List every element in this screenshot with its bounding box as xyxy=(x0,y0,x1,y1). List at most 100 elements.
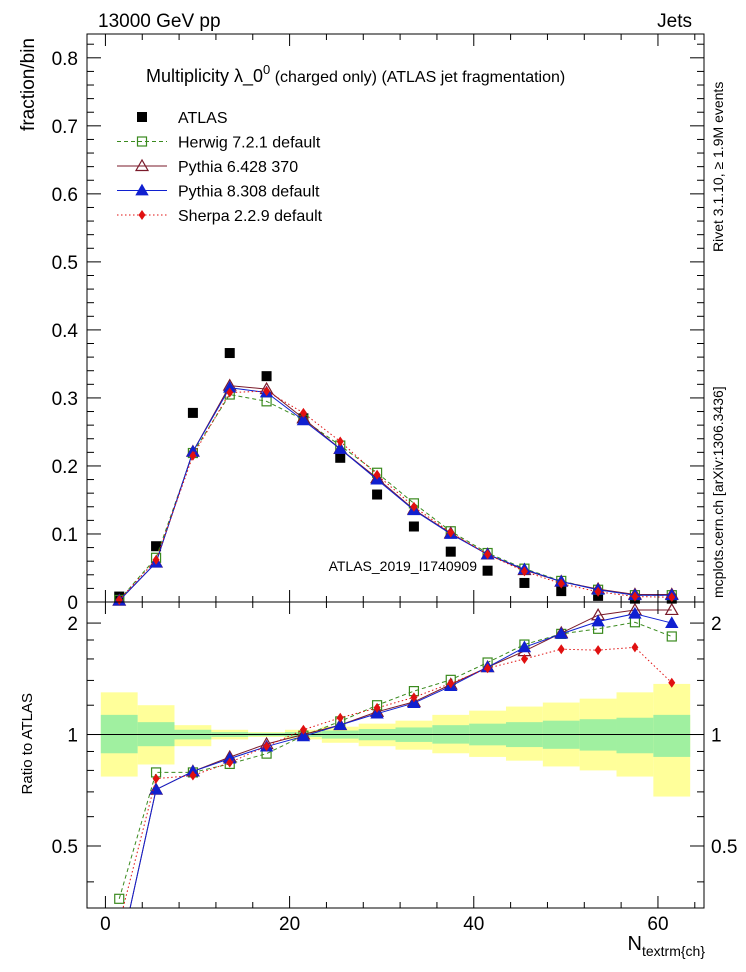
ratio-y-tick-label: 2 xyxy=(67,614,78,635)
ratio-point-pythia-8-308-default xyxy=(113,951,125,962)
main-y-tick-label: 0.8 xyxy=(52,49,78,70)
main-point-atlas xyxy=(372,489,383,500)
main-point-atlas xyxy=(335,452,346,463)
header-right: Jets xyxy=(657,11,692,32)
x-tick-label: 60 xyxy=(647,914,668,935)
ratio-line-sherpa-2-2-9-default xyxy=(122,646,673,908)
legend-label-pythia-6-428-370: Pythia 6.428 370 xyxy=(178,159,298,176)
axes-ticks: 00.10.20.30.40.50.60.70.80 20 40 600.5 0.51 1… xyxy=(52,34,737,935)
main-point-atlas xyxy=(261,371,272,382)
main-point-pythia-8-308-default xyxy=(333,442,347,454)
ratio-series-group xyxy=(113,602,679,962)
ratio-point-pythia-8-308-default xyxy=(333,718,347,730)
main-point-atlas xyxy=(482,565,493,576)
main-point-atlas xyxy=(151,541,162,552)
ratio-frame xyxy=(86,601,705,909)
x-tick-label: 40 xyxy=(463,914,484,935)
main-y-tick-label: 0.2 xyxy=(52,457,78,478)
ratio-y-tick-label-right: 2 xyxy=(711,614,722,635)
legend-marker-atlas xyxy=(137,112,147,122)
header-left: 13000 GeV pp xyxy=(98,11,221,32)
ratio-point-pythia-8-308-default xyxy=(665,616,679,628)
main-line-sherpa-2-2-9-default xyxy=(118,390,672,601)
x-tick-label: 20 xyxy=(279,914,300,935)
main-y-tick-label: 0.5 xyxy=(52,253,78,274)
legend-label-atlas: ATLAS xyxy=(178,110,228,127)
legend-label-pythia-8-308-default: Pythia 8.308 default xyxy=(178,184,320,201)
legend-marker-sherpa-2-2-9-default xyxy=(138,210,146,220)
main-y-tick-label: 0.7 xyxy=(52,117,78,138)
ratio-point-sherpa-2-2-9-default xyxy=(668,677,676,688)
watermark: ATLAS_2019_I1740909 xyxy=(329,558,478,574)
ratio-point-sherpa-2-2-9-default xyxy=(226,757,234,768)
ratio-point-sherpa-2-2-9-default xyxy=(594,645,602,656)
ratio-point-herwig-7-2-1-default xyxy=(666,631,677,642)
ratio-y-tick-label: 0.5 xyxy=(52,837,78,858)
ratio-point-sherpa-2-2-9-default xyxy=(299,724,307,735)
ratio-y-tick-label-right: 0.5 xyxy=(711,837,737,858)
ratio-point-pythia-6-428-370 xyxy=(664,602,679,616)
main-point-sherpa-2-2-9-default xyxy=(631,591,639,602)
green-band xyxy=(616,717,654,754)
legend-marker-herwig-7-2-1-default xyxy=(136,136,148,147)
x-axis-label-main: N xyxy=(628,933,642,955)
main-point-sherpa-2-2-9-default xyxy=(410,501,418,512)
green-band xyxy=(653,714,691,757)
main-point-atlas xyxy=(224,348,235,359)
ratio-point-pythia-8-308-default xyxy=(591,614,605,627)
ratio-point-sherpa-2-2-9-default xyxy=(263,741,271,752)
ratio-point-sherpa-2-2-9-default xyxy=(631,642,639,653)
main-y-tick-label: 0.4 xyxy=(52,321,79,342)
main-point-sherpa-2-2-9-default xyxy=(520,566,528,577)
main-point-sherpa-2-2-9-default xyxy=(152,554,160,565)
main-point-sherpa-2-2-9-default xyxy=(557,578,565,589)
legend: ATLAS Herwig 7.2.1 default Pythia 6.428 37… xyxy=(117,110,323,225)
ratio-uncertainty-bands xyxy=(100,683,691,797)
legend-label-sherpa-2-2-9-default: Sherpa 2.2.9 default xyxy=(178,208,323,225)
ratio-point-sherpa-2-2-9-default xyxy=(373,702,381,713)
ratio-point-pythia-8-308-default xyxy=(517,640,532,653)
title-sup: 0 xyxy=(263,62,270,77)
main-point-sherpa-2-2-9-default xyxy=(668,592,676,603)
main-y-tick-label: 0.3 xyxy=(52,389,78,410)
main-point-sherpa-2-2-9-default xyxy=(447,527,455,538)
ratio-point-sherpa-2-2-9-default xyxy=(520,653,528,664)
x-axis-label-sub: textrm{ch} xyxy=(642,943,705,959)
ratio-point-pythia-8-308-default xyxy=(296,729,311,742)
legend-marker-pythia-8-308-default xyxy=(135,183,149,196)
ratio-y-tick-label: 1 xyxy=(67,726,78,747)
main-point-pythia-8-308-default xyxy=(296,413,311,426)
ratio-point-pythia-6-428-370 xyxy=(113,951,125,962)
main-point-sherpa-2-2-9-default xyxy=(373,469,381,480)
main-line-pythia-8-308-default xyxy=(118,387,672,601)
main-series-group xyxy=(112,348,679,606)
main-point-sherpa-2-2-9-default xyxy=(484,549,492,560)
main-point-atlas xyxy=(187,407,198,418)
legend-label-herwig-7-2-1-default: Herwig 7.2.1 default xyxy=(178,135,321,152)
ratio-point-sherpa-2-2-9-default xyxy=(189,770,197,781)
title-rest: (charged only) (ATLAS jet fragmentation) xyxy=(270,69,565,86)
ratio-line-pythia-6-428-370 xyxy=(129,609,672,908)
ratio-point-pythia-8-308-default xyxy=(628,606,642,619)
rivet-label: Rivet 3.1.10, ≥ 1.9M events xyxy=(710,82,726,252)
legend-marker-pythia-6-428-370 xyxy=(134,158,150,172)
main-point-sherpa-2-2-9-default xyxy=(594,586,602,597)
main-point-sherpa-2-2-9-default xyxy=(336,436,344,447)
main-point-atlas xyxy=(556,586,567,597)
ratio-point-herwig-7-2-1-default xyxy=(114,893,125,904)
ratio-y-tick-label-right: 1 xyxy=(711,726,722,747)
ratio-point-sherpa-2-2-9-default xyxy=(447,678,455,689)
ratio-point-sherpa-2-2-9-default xyxy=(152,773,160,784)
main-point-sherpa-2-2-9-default xyxy=(263,386,271,397)
main-point-sherpa-2-2-9-default xyxy=(189,450,197,461)
mcplots-label: mcplots.cern.ch [arXiv:1306.3436] xyxy=(710,386,726,598)
main-y-tick-label: 0 xyxy=(67,593,78,614)
main-point-atlas xyxy=(408,521,419,532)
main-ylabel: fraction/bin xyxy=(18,38,39,131)
main-point-atlas xyxy=(445,546,456,557)
ratio-point-pythia-8-308-default xyxy=(149,782,163,795)
ratio-line-herwig-7-2-1-default xyxy=(118,621,672,899)
title-main: Multiplicity λ_0 xyxy=(146,66,263,87)
main-point-atlas xyxy=(519,577,530,588)
